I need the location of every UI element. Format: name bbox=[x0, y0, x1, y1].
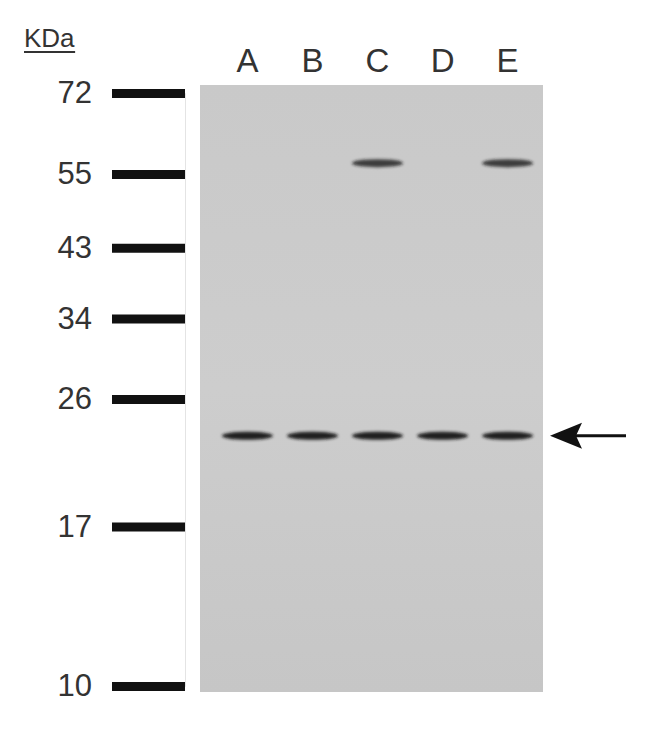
marker-label: 72 bbox=[58, 75, 92, 110]
lane-label: B bbox=[301, 42, 323, 79]
marker-bar bbox=[112, 523, 185, 532]
marker-label: 26 bbox=[58, 381, 92, 416]
marker-bar bbox=[112, 244, 185, 253]
protein-band bbox=[287, 432, 338, 440]
marker-tick: 17 bbox=[58, 509, 185, 544]
lane-label: A bbox=[236, 42, 258, 79]
underline bbox=[24, 51, 75, 53]
gel-membrane bbox=[200, 85, 543, 692]
marker-label: 10 bbox=[58, 668, 92, 703]
protein-band bbox=[352, 432, 403, 440]
protein-band bbox=[482, 432, 533, 440]
marker-label: 17 bbox=[58, 509, 92, 544]
marker-bar bbox=[112, 314, 185, 323]
marker-tick: 55 bbox=[58, 156, 185, 191]
protein-band bbox=[482, 159, 533, 167]
marker-axis: 72 55 43 34 26 17 10 bbox=[58, 75, 186, 703]
lane-label: E bbox=[497, 42, 519, 79]
marker-bar bbox=[112, 395, 185, 404]
protein-band bbox=[352, 159, 403, 167]
lane-label: D bbox=[431, 42, 455, 79]
lane-label: C bbox=[366, 42, 390, 79]
marker-bar bbox=[112, 170, 185, 179]
marker-bar bbox=[112, 89, 185, 98]
marker-label: 34 bbox=[58, 301, 92, 336]
marker-label: 55 bbox=[58, 156, 92, 191]
marker-tick: 72 bbox=[58, 75, 185, 110]
marker-bar bbox=[112, 682, 185, 691]
blot-figure: 72 55 43 34 26 17 10 KDa A B C D E bbox=[0, 0, 650, 732]
bands bbox=[222, 159, 533, 440]
marker-tick: 10 bbox=[58, 668, 185, 703]
marker-label: 43 bbox=[58, 230, 92, 265]
axis-title: KDa bbox=[24, 23, 75, 53]
lane-labels: A B C D E bbox=[236, 42, 518, 79]
protein-band bbox=[417, 432, 468, 440]
arrow bbox=[550, 423, 626, 449]
axis-line bbox=[112, 94, 186, 687]
marker-tick: 26 bbox=[58, 381, 185, 416]
marker-tick: 34 bbox=[58, 301, 185, 336]
marker-tick: 43 bbox=[58, 230, 185, 265]
protein-band bbox=[222, 432, 273, 440]
